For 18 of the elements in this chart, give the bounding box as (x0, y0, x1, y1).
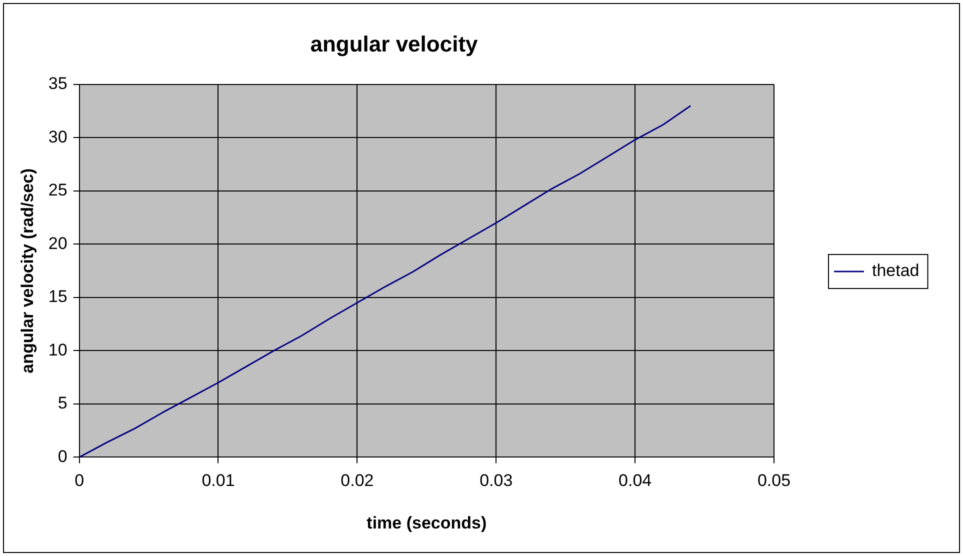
chart-title: angular velocity (310, 31, 479, 56)
legend-label: thetad (872, 261, 920, 280)
y-tick-label: 35 (48, 74, 68, 94)
x-tick-label: 0.02 (340, 471, 374, 490)
y-tick-label: 15 (48, 287, 68, 306)
x-axis-title: time (seconds) (366, 513, 487, 532)
y-tick-label: 30 (48, 127, 68, 146)
x-tick-label: 0.05 (757, 471, 791, 490)
x-tick-label: 0.03 (480, 471, 513, 490)
y-tick-label: 25 (48, 180, 68, 200)
y-tick-label: 20 (48, 234, 68, 253)
x-tick-label: 0.01 (202, 471, 235, 490)
y-tick-label: 0 (58, 446, 68, 466)
x-tick-label: 0.04 (618, 471, 652, 490)
y-tick-label: 5 (58, 394, 68, 413)
y-tick-label: 10 (48, 340, 68, 360)
y-axis-title: angular velocity (rad/sec) (18, 168, 37, 374)
x-tick-label: 0 (74, 471, 84, 490)
